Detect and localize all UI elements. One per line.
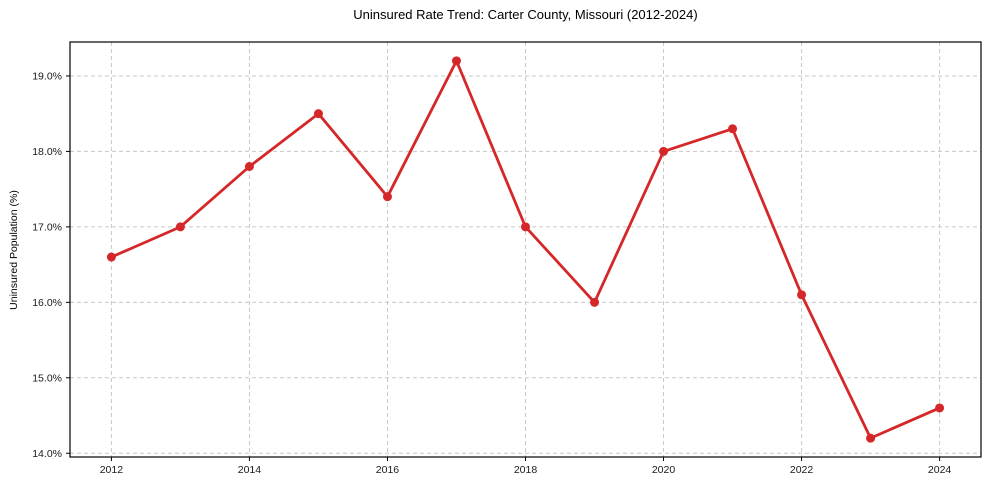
x-tick-label: 2012 <box>100 464 124 476</box>
data-point <box>244 162 254 171</box>
x-tick-label: 2018 <box>514 464 538 476</box>
data-point <box>797 290 807 300</box>
data-point <box>451 56 461 66</box>
x-tick-label: 2016 <box>376 464 400 476</box>
data-point <box>659 146 669 156</box>
x-tick-label: 2024 <box>928 464 952 476</box>
y-tick-label: 18.0% <box>32 146 62 158</box>
data-point <box>106 252 116 262</box>
y-tick-label: 17.0% <box>32 221 62 233</box>
data-point <box>728 124 738 134</box>
y-tick-label: 16.0% <box>32 297 62 309</box>
data-point <box>590 297 600 307</box>
chart-title: Uninsured Rate Trend: Carter County, Mis… <box>353 7 698 22</box>
y-tick-label: 19.0% <box>32 71 62 83</box>
data-point <box>382 192 392 202</box>
y-tick-label: 14.0% <box>32 448 62 460</box>
data-point <box>313 109 323 119</box>
x-tick-label: 2022 <box>790 464 814 476</box>
data-point <box>866 433 876 443</box>
data-point <box>935 403 945 413</box>
x-tick-label: 2014 <box>238 464 262 476</box>
data-point <box>175 222 185 232</box>
x-tick-label: 2020 <box>652 464 676 476</box>
y-tick-label: 15.0% <box>32 372 62 384</box>
data-point <box>521 222 530 232</box>
